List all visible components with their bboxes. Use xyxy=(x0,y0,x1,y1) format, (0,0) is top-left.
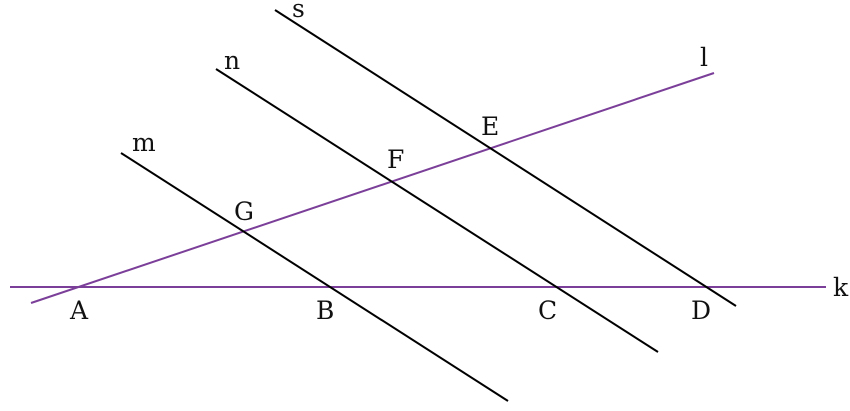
point-label-C: C xyxy=(538,296,557,325)
point-label-F: F xyxy=(387,145,404,174)
line-label-k: k xyxy=(833,273,849,302)
point-label-G: G xyxy=(234,197,254,226)
point-label-E: E xyxy=(481,112,499,141)
line-l xyxy=(30,72,715,304)
line-label-l: l xyxy=(700,43,708,72)
line-label-m: m xyxy=(132,128,156,157)
line-label-s: s xyxy=(292,0,305,23)
line-label-n: n xyxy=(224,46,240,75)
line-m xyxy=(120,152,509,402)
point-label-A: A xyxy=(69,296,89,325)
line-s xyxy=(274,9,737,307)
line-n xyxy=(215,68,659,353)
point-label-D: D xyxy=(691,296,711,325)
point-label-B: B xyxy=(316,296,334,325)
